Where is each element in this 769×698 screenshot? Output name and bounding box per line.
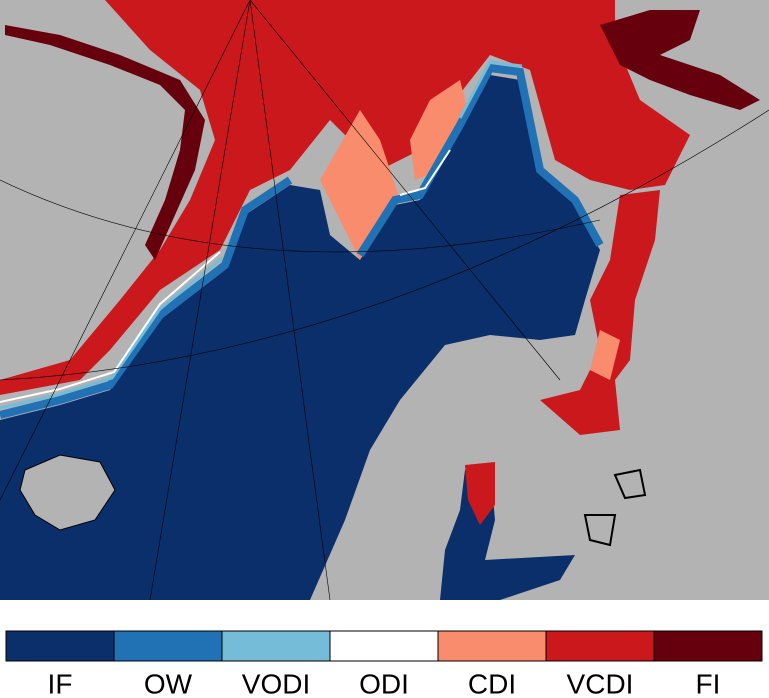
baltic-ice [465,462,495,525]
legend-swatch [329,630,439,662]
legend-label: CDI [468,668,516,698]
iceland [19,454,116,531]
ice-odi-edge [0,149,451,403]
legend: IF OW VODI ODI CDI VCDI FI [5,630,763,698]
graticule [0,0,769,601]
map [0,0,769,601]
legend-label: IF [48,668,73,698]
ice-ow-edge [0,63,604,419]
ice-fi-kara [600,10,760,110]
ice-if-ocean [0,75,600,600]
legend-label: VODI [242,668,310,698]
legend-swatch [5,630,115,662]
legend-swatch [437,630,547,662]
legend-label: VCDI [567,668,634,698]
ice-vcdi-arctic [0,0,690,395]
legend-label: OW [144,668,193,698]
lake [583,468,647,547]
ice-vcdi-east [540,190,660,435]
legend-swatch [113,630,223,662]
legend-swatch [545,630,655,662]
legend-label: FI [696,668,721,698]
legend-label: ODI [359,668,409,698]
legend-swatch [221,630,331,662]
legend-swatch [653,630,763,662]
ice-vodi-edge [0,60,523,410]
